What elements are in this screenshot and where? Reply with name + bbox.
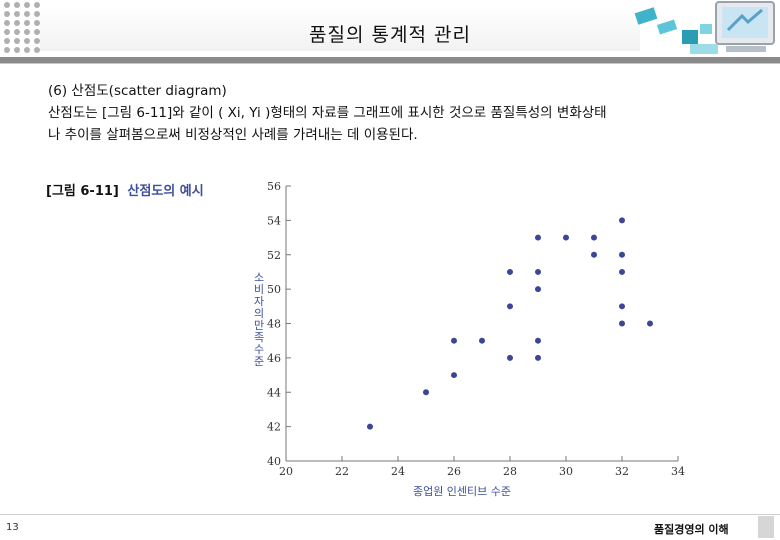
data-point [535,268,541,275]
y-tick-label: 40 [267,455,281,468]
title-divider [0,57,780,64]
x-tick-label: 30 [559,465,573,478]
data-point [591,234,597,241]
data-point [535,354,541,361]
data-point [619,320,625,327]
data-point [507,303,513,310]
y-tick-label: 54 [267,214,281,227]
y-tick-label: 42 [267,421,281,434]
y-tick-label: 44 [267,386,281,399]
x-tick-label: 22 [335,465,349,478]
data-point [535,337,541,344]
x-tick-label: 28 [503,465,517,478]
data-point [619,303,625,310]
corner-decoration [758,516,774,538]
x-tick-label: 24 [391,465,405,478]
data-point [507,268,513,275]
data-point [647,320,653,327]
figure-name: 산점도의 예시 [127,184,204,199]
page-number: 13 [6,522,19,533]
computer-illustration-icon [634,1,775,54]
footer-divider [0,514,780,515]
data-point [479,337,485,344]
data-point [619,268,625,275]
data-point [619,217,625,224]
x-tick-label: 32 [615,465,629,478]
body-text-line-1: 산점도는 [그림 6-11]와 같이 ( Xi, Yi )형태의 자료를 그래프… [48,105,607,121]
data-point [619,251,625,258]
footer-text: 품질경영의 이해 [654,523,729,536]
chart-x-axis-label: 종업원 인센티브 수준 [413,485,511,498]
x-tick-label: 34 [671,465,685,478]
y-tick-label: 56 [267,180,281,193]
section-heading: (6) 산점도(scatter diagram) [48,83,227,99]
figure-number: [그림 6-11] [46,184,119,199]
body-text-line-2: 나 추이를 살펴봄으로써 비정상적인 사례를 가려내는 데 이용된다. [48,127,418,143]
header-band [40,6,640,51]
data-point [535,286,541,293]
content-area: (6) 산점도(scatter diagram) 산점도는 [그림 6-11]와… [48,80,758,146]
figure-caption: [그림 6-11] 산점도의 예시 [46,180,204,199]
data-point [451,337,457,344]
y-tick-label: 52 [267,249,281,262]
y-tick-label: 50 [267,283,281,296]
data-point [535,234,541,241]
data-point [367,423,373,430]
y-tick-label: 48 [267,318,281,331]
data-point [451,372,457,379]
data-point [423,389,429,396]
x-tick-label: 26 [447,465,461,478]
y-tick-label: 46 [267,352,281,365]
scatter-chart: 40 42 44 46 48 50 52 54 56 20 22 24 26 28 30 32 34 종업원 인센… [267,180,685,498]
data-point [563,234,569,241]
data-point [591,251,597,258]
x-tick-label: 20 [279,465,293,478]
page-title: 품질의 통계적 관리 [309,24,471,46]
chart-y-axis-label: 소비자의 만족수준 [253,271,265,368]
data-point [507,354,513,361]
decorative-dot-grid [4,2,41,53]
